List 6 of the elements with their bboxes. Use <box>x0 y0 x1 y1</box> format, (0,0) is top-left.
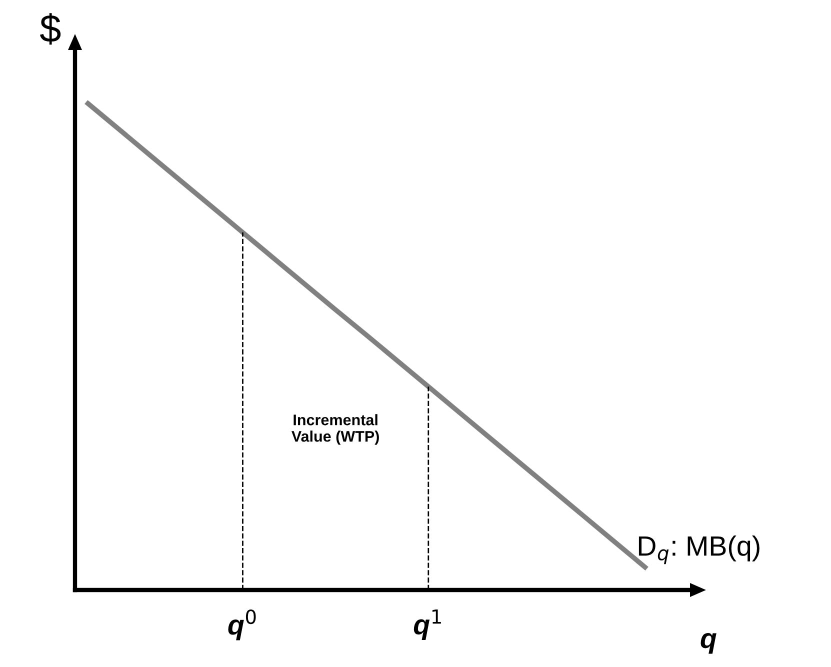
x-tick-label: q$^{1}$ <box>414 609 441 640</box>
x-tick-label: q$^{0}$ <box>228 609 256 640</box>
annotation: Incremental Value (WTP) <box>292 414 379 445</box>
x-axis-title: q <box>700 632 716 654</box>
y-axis-title: $ <box>40 13 61 45</box>
series-label: D$_{q}$: MB(q) <box>638 535 760 564</box>
